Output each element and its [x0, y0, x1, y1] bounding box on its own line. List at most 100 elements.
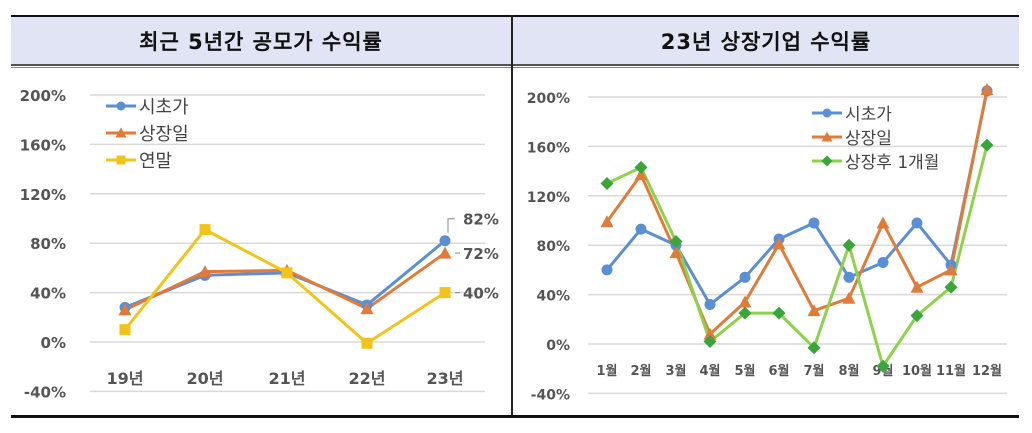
data-point-marker	[198, 265, 212, 278]
top-border	[11, 15, 1019, 17]
data-point-marker	[438, 246, 452, 259]
x-tick-label: 6월	[768, 363, 789, 379]
y-tick-label: 0%	[41, 334, 66, 352]
legend-label: 상장일	[845, 129, 892, 149]
data-point-marker	[808, 217, 820, 229]
series-line	[605, 90, 989, 306]
data-point-marker	[281, 267, 293, 279]
data-point-marker	[199, 224, 211, 236]
data-label: 82%	[463, 211, 499, 229]
series-line	[605, 89, 989, 336]
x-tick-label: 21년	[269, 369, 306, 388]
data-label-leader	[447, 218, 455, 233]
x-tick-label: 11월	[936, 363, 966, 379]
x-tick-label: 12월	[972, 363, 1002, 379]
x-tick-label: 10월	[902, 363, 932, 379]
y-tick-label: 160%	[20, 136, 66, 154]
data-point-marker	[635, 223, 647, 235]
legend-marker-icon	[116, 155, 126, 165]
y-tick-label: 200%	[20, 87, 66, 105]
x-tick-label: 1월	[596, 363, 617, 379]
data-point-marker	[910, 309, 924, 323]
chart-panel-frame: 최근 5년간 공모가 수익률 23년 상장기업 수익률	[11, 15, 1019, 418]
data-point-marker	[439, 287, 451, 299]
bottom-border	[11, 415, 1019, 418]
x-tick-label: 4월	[699, 363, 720, 379]
data-point-marker	[944, 280, 958, 294]
data-point-marker	[842, 291, 856, 304]
data-point-marker	[980, 83, 994, 96]
y-tick-label: 80%	[30, 235, 66, 253]
data-point-marker	[600, 215, 614, 228]
x-tick-label: 8월	[838, 363, 859, 379]
data-point-marker	[807, 341, 821, 355]
x-tick-label: 5월	[734, 363, 755, 379]
data-point-marker	[669, 246, 683, 259]
header-divider	[11, 64, 1019, 66]
y-tick-label: -40%	[531, 387, 570, 403]
y-tick-label: 0%	[546, 338, 570, 354]
data-point-marker	[360, 302, 374, 315]
left-chart-title: 최근 5년간 공모가 수익률	[11, 17, 511, 64]
data-point-marker	[807, 304, 821, 317]
left-line-chart: 200% 160% 120% 80% 40% 0% -40% 19년 20년 21년 22년 23년 시…	[20, 87, 499, 401]
y-tick-label: 200%	[527, 91, 570, 107]
data-point-marker	[704, 298, 716, 310]
y-tick-label: 160%	[527, 140, 570, 156]
x-tick-label: 3월	[665, 363, 686, 379]
legend-label: 상장후 1개월	[845, 153, 939, 173]
data-point-marker	[600, 176, 614, 190]
data-point-marker	[634, 160, 648, 174]
data-point-marker	[772, 306, 786, 320]
y-tick-label: 120%	[20, 186, 66, 204]
data-point-marker	[843, 271, 855, 283]
legend-label: 시초가	[139, 97, 189, 118]
legend-marker-icon	[116, 101, 126, 111]
data-point-marker	[118, 303, 132, 316]
x-tick-label: 22년	[349, 369, 386, 388]
data-point-marker	[842, 238, 856, 252]
right-chart-title: 23년 상장기업 수익률	[513, 17, 1019, 64]
data-point-marker	[910, 280, 924, 293]
data-label: 72%	[463, 245, 499, 263]
data-point-marker	[601, 264, 613, 276]
x-tick-label: 20년	[187, 369, 224, 388]
data-point-marker	[911, 217, 923, 229]
legend-marker-icon	[822, 108, 832, 118]
data-point-marker	[738, 295, 752, 308]
data-point-marker	[877, 256, 889, 268]
x-tick-label: 19년	[107, 369, 144, 388]
series-line	[606, 144, 989, 368]
legend-label: 연말	[139, 151, 172, 172]
data-point-marker	[944, 263, 958, 276]
data-label: 40%	[463, 285, 499, 303]
data-point-marker	[119, 324, 131, 336]
x-tick-label: 23년	[427, 369, 464, 388]
data-point-marker	[772, 237, 786, 250]
data-point-marker	[703, 327, 717, 340]
header-divider-thin	[11, 67, 1019, 68]
data-point-marker	[980, 138, 994, 152]
legend-label: 상장일	[139, 124, 189, 145]
data-point-marker	[738, 306, 752, 320]
data-point-marker	[669, 234, 683, 248]
data-point-marker	[876, 216, 890, 229]
legend-marker-icon	[821, 131, 833, 142]
data-point-marker	[439, 235, 451, 247]
x-tick-label: 2월	[630, 363, 651, 379]
y-tick-label: 40%	[30, 285, 66, 303]
data-point-marker	[703, 335, 717, 349]
data-point-marker	[361, 337, 373, 349]
y-tick-label: 80%	[536, 239, 570, 255]
y-tick-label: -40%	[24, 383, 66, 401]
data-point-marker	[634, 168, 648, 181]
legend-label: 시초가	[845, 105, 892, 125]
panel-divider	[511, 15, 513, 417]
y-tick-label: 120%	[527, 190, 570, 206]
data-point-marker	[739, 271, 751, 283]
y-tick-label: 40%	[536, 289, 570, 305]
data-point-marker	[876, 359, 890, 373]
legend-marker-icon	[115, 127, 127, 138]
x-tick-label: 7월	[803, 363, 824, 379]
